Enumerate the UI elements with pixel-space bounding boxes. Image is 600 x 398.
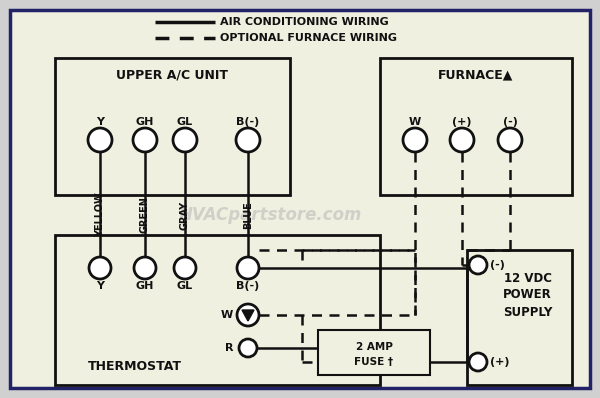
Text: (-): (-) [503, 117, 517, 127]
Text: GL: GL [177, 117, 193, 127]
Circle shape [498, 128, 522, 152]
Text: (+): (+) [490, 357, 509, 367]
Text: FURNACE▲: FURNACE▲ [439, 68, 514, 82]
Text: HVACpartstore.com: HVACpartstore.com [178, 206, 362, 224]
Circle shape [237, 304, 259, 326]
Text: THERMOSTAT: THERMOSTAT [88, 361, 182, 373]
Text: W: W [409, 117, 421, 127]
Text: GH: GH [136, 281, 154, 291]
Text: AIR CONDITIONING WIRING: AIR CONDITIONING WIRING [220, 17, 389, 27]
Circle shape [236, 128, 260, 152]
Text: 12 VDC: 12 VDC [503, 271, 551, 285]
Text: (-): (-) [490, 260, 505, 270]
Circle shape [237, 257, 259, 279]
Circle shape [133, 128, 157, 152]
Text: GL: GL [177, 281, 193, 291]
Text: YELLOW: YELLOW [95, 193, 105, 237]
Circle shape [450, 128, 474, 152]
Circle shape [89, 257, 111, 279]
Circle shape [469, 353, 487, 371]
Bar [467, 250, 572, 385]
Text: (+): (+) [452, 117, 472, 127]
Text: SUPPLY: SUPPLY [503, 306, 552, 318]
Text: B(-): B(-) [236, 281, 260, 291]
Text: OPTIONAL FURNACE WIRING: OPTIONAL FURNACE WIRING [220, 33, 397, 43]
Text: BLUE: BLUE [243, 201, 253, 229]
Text: 2 AMP: 2 AMP [356, 342, 392, 352]
Bar [55, 58, 290, 195]
Circle shape [88, 128, 112, 152]
Circle shape [469, 256, 487, 274]
Text: R: R [226, 343, 234, 353]
Text: GH: GH [136, 117, 154, 127]
Bar [380, 58, 572, 195]
Circle shape [239, 339, 257, 357]
Text: B(-): B(-) [236, 117, 260, 127]
Text: UPPER A/C UNIT: UPPER A/C UNIT [116, 68, 229, 82]
Text: Y: Y [96, 117, 104, 127]
Polygon shape [242, 310, 254, 321]
Circle shape [174, 257, 196, 279]
Text: FUSE †: FUSE † [355, 357, 394, 367]
Bar [55, 235, 380, 385]
Text: GRAY: GRAY [180, 201, 190, 230]
Text: W: W [221, 310, 233, 320]
Text: POWER: POWER [503, 289, 552, 302]
Text: GREEN: GREEN [140, 197, 150, 234]
Circle shape [173, 128, 197, 152]
Circle shape [134, 257, 156, 279]
Circle shape [403, 128, 427, 152]
Bar [318, 330, 430, 375]
Text: Y: Y [96, 281, 104, 291]
